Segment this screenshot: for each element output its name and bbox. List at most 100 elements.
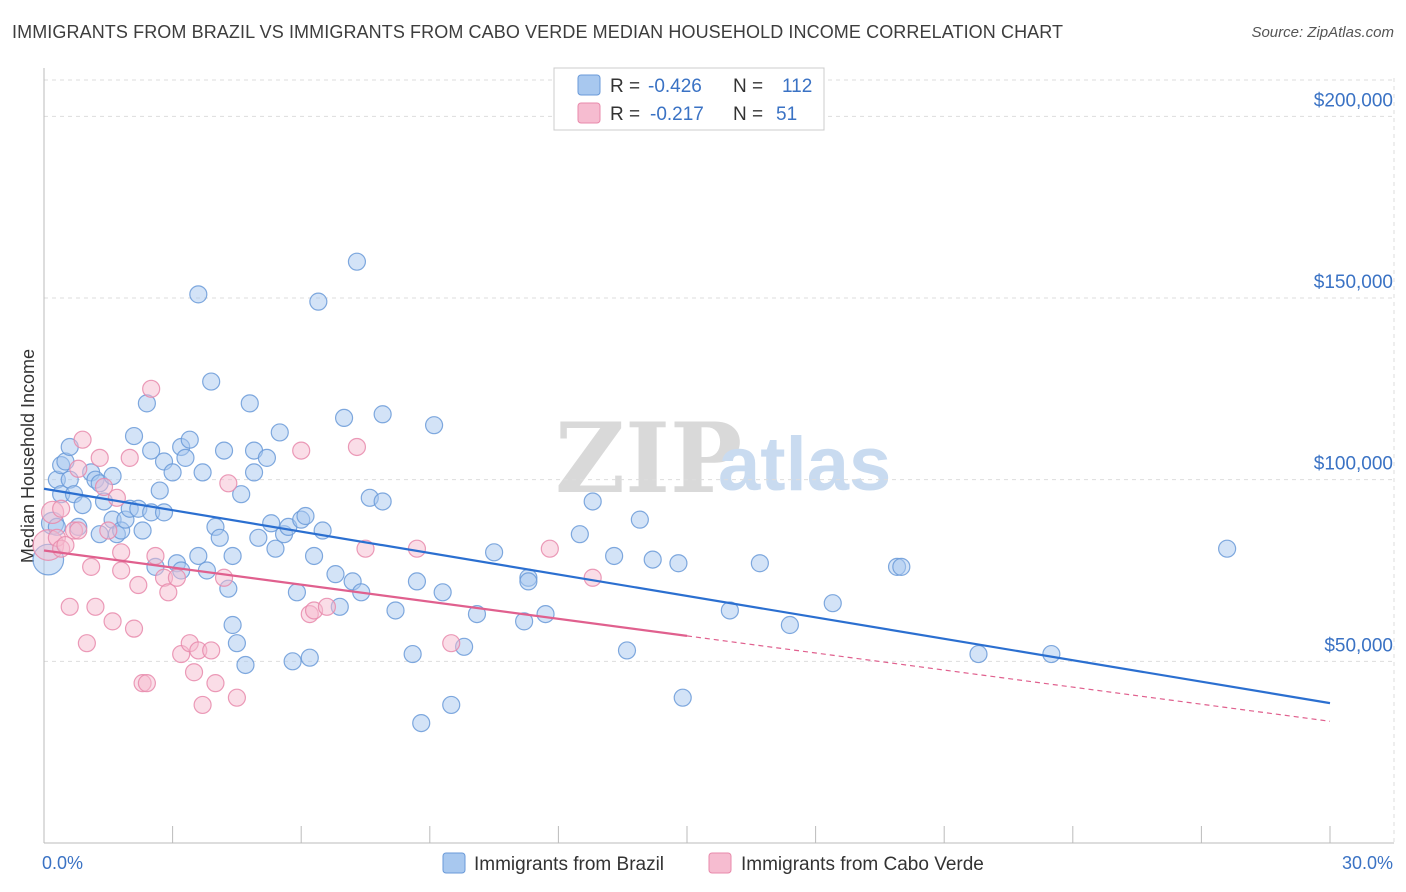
cabo-verde-point bbox=[77, 634, 96, 653]
cabo-verde-point bbox=[82, 557, 101, 576]
legend-r-label: R = bbox=[610, 76, 640, 97]
brazil-point bbox=[669, 554, 688, 573]
cabo-verde-point bbox=[107, 488, 126, 507]
brazil-point bbox=[424, 416, 444, 435]
cabo-verde-trend-extension bbox=[686, 635, 1331, 722]
cabo-verde-point bbox=[317, 597, 337, 616]
brazil-point bbox=[373, 492, 392, 511]
y-tick-label: $150,000 bbox=[1314, 272, 1393, 293]
legend-swatch-brazil bbox=[577, 74, 601, 96]
brazil-point bbox=[240, 394, 259, 413]
cabo-verde-point bbox=[227, 688, 246, 707]
x-axis-ticks: 0.0% 30.0% bbox=[42, 853, 1393, 873]
brazil-point bbox=[73, 496, 92, 515]
cabo-verde-point bbox=[442, 634, 461, 653]
watermark-zip: ZIP bbox=[555, 402, 742, 515]
brazil-point bbox=[124, 426, 144, 446]
brazil-point bbox=[570, 525, 589, 544]
x-tick-label-start: 0.0% bbox=[42, 853, 83, 873]
cabo-verde-point bbox=[202, 641, 221, 660]
chart-source: Source: ZipAtlas.com bbox=[1251, 24, 1394, 41]
brazil-point bbox=[189, 285, 208, 304]
cabo-verde-point bbox=[540, 539, 559, 558]
cabo-verde-point bbox=[167, 568, 186, 587]
brazil-point bbox=[605, 546, 624, 566]
legend-r-label: R = bbox=[610, 104, 640, 125]
brazil-point bbox=[142, 441, 161, 460]
cabo-verde-point bbox=[214, 568, 234, 587]
cabo-verde-point bbox=[90, 448, 109, 467]
brazil-point bbox=[176, 448, 195, 467]
series-cabo-verde-points bbox=[32, 379, 602, 715]
legend-n-label: N = bbox=[733, 76, 763, 97]
chart-title: IMMIGRANTS FROM BRAZIL VS IMMIGRANTS FRO… bbox=[12, 22, 1064, 42]
cabo-verde-point bbox=[184, 663, 204, 682]
cabo-verde-point bbox=[69, 459, 88, 478]
cabo-verde-point bbox=[206, 674, 225, 693]
cabo-verde-point bbox=[347, 437, 367, 457]
cabo-verde-point bbox=[159, 583, 178, 602]
brazil-point bbox=[750, 554, 769, 573]
brazil-point bbox=[180, 430, 199, 449]
brazil-point bbox=[433, 583, 452, 602]
brazil-point bbox=[309, 292, 328, 311]
brazil-point bbox=[412, 713, 431, 733]
y-axis-label: Median Household Income bbox=[18, 349, 38, 563]
brazil-point bbox=[780, 615, 799, 635]
cabo-verde-trend-line bbox=[43, 549, 688, 637]
brazil-point bbox=[485, 543, 504, 562]
cabo-verde-point bbox=[129, 575, 148, 595]
brazil-point bbox=[823, 594, 842, 613]
cabo-verde-point bbox=[142, 379, 161, 398]
brazil-point bbox=[154, 503, 174, 522]
cabo-verde-point bbox=[94, 477, 114, 497]
watermark-atlas: atlas bbox=[718, 422, 891, 507]
brazil-point bbox=[202, 372, 221, 391]
bottom-legend-label-cabo-verde: Immigrants from Cabo Verde bbox=[741, 854, 984, 875]
brazil-point bbox=[467, 604, 487, 624]
y-tick-label: $50,000 bbox=[1324, 635, 1393, 656]
legend-n-value: 51 bbox=[776, 104, 797, 125]
cabo-verde-point bbox=[407, 539, 427, 558]
brazil-point bbox=[334, 408, 354, 427]
brazil-point bbox=[1042, 644, 1061, 664]
brazil-point bbox=[150, 481, 169, 500]
watermark: ZIP atlas bbox=[555, 402, 891, 515]
brazil-point bbox=[223, 546, 242, 566]
axes bbox=[43, 68, 1394, 844]
brazil-point bbox=[283, 652, 302, 671]
cabo-verde-point bbox=[73, 430, 92, 449]
cabo-verde-point bbox=[193, 695, 212, 715]
brazil-point bbox=[519, 572, 538, 591]
brazil-point bbox=[892, 557, 911, 576]
brazil-trend-line bbox=[43, 487, 1331, 705]
cabo-verde-point bbox=[99, 521, 118, 540]
cabo-verde-point bbox=[103, 612, 122, 631]
cabo-verde-point bbox=[86, 597, 105, 616]
brazil-point bbox=[373, 405, 392, 424]
brazil-point bbox=[236, 655, 255, 675]
brazil-point bbox=[232, 485, 251, 504]
cabo-verde-point bbox=[356, 539, 375, 558]
legend-n-value: 112 bbox=[782, 76, 812, 97]
legend-n-label: N = bbox=[733, 104, 763, 125]
brazil-point bbox=[287, 583, 307, 602]
trend-lines bbox=[43, 487, 1331, 722]
cabo-verde-point bbox=[112, 561, 131, 580]
cabo-verde-point bbox=[60, 597, 79, 616]
bottom-legend-label-brazil: Immigrants from Brazil bbox=[474, 854, 664, 875]
brazil-point bbox=[304, 546, 324, 566]
brazil-point bbox=[214, 441, 234, 460]
y-tick-label: $100,000 bbox=[1314, 454, 1393, 475]
cabo-verde-point bbox=[52, 499, 71, 518]
brazil-point bbox=[442, 695, 461, 715]
brazil-point bbox=[617, 641, 637, 660]
brazil-point bbox=[583, 492, 602, 511]
brazil-point bbox=[326, 565, 345, 584]
brazil-point bbox=[133, 521, 152, 540]
brazil-point bbox=[643, 550, 662, 569]
brazil-point bbox=[257, 448, 277, 467]
brazil-point bbox=[969, 644, 988, 664]
brazil-point bbox=[407, 572, 427, 591]
